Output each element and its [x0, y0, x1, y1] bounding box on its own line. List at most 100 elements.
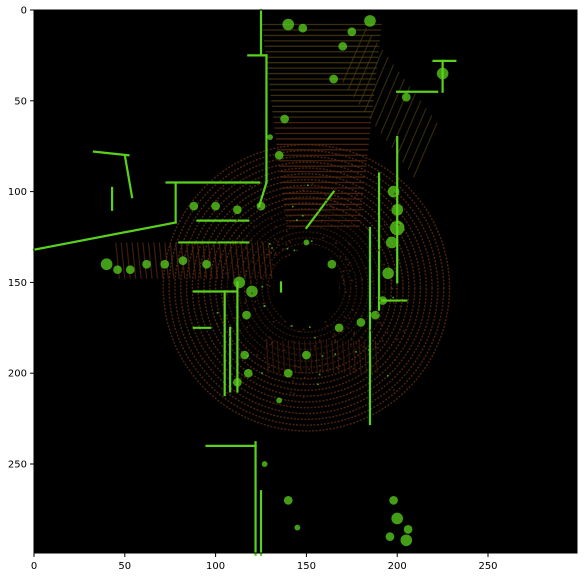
lidar-point [263, 357, 266, 359]
ground-ring [174, 155, 439, 421]
lidar-point [355, 342, 358, 345]
object-cluster [436, 67, 449, 80]
lidar-point [348, 243, 351, 245]
lidar-point [392, 301, 395, 304]
lidar-point [216, 241, 218, 243]
lidar-point [245, 247, 248, 250]
ground-scanline [309, 340, 313, 374]
lidar-point [228, 335, 230, 338]
lidar-point [318, 364, 321, 367]
object-cluster [283, 368, 293, 378]
lidar-point [284, 320, 286, 323]
lidar-point [261, 372, 263, 374]
ground-scanline [191, 242, 197, 279]
lidar-point [289, 241, 292, 244]
lidar-point [288, 239, 291, 242]
lidar-point [352, 309, 354, 311]
lidar-point [364, 217, 367, 220]
lidar-point [298, 330, 301, 333]
lidar-point [342, 270, 345, 272]
lidar-point [242, 260, 245, 263]
lidar-point [392, 389, 395, 391]
object-cluster [329, 74, 339, 84]
lidar-point [348, 261, 351, 264]
lidar-point [350, 338, 353, 341]
lidar-point [318, 339, 321, 342]
lidar-point [351, 279, 353, 282]
lidar-point [268, 366, 270, 369]
object-cluster [280, 114, 289, 124]
lidar-point [247, 354, 249, 357]
lidar-point [302, 396, 305, 398]
lidar-point [266, 253, 268, 256]
lidar-point [270, 342, 273, 345]
lidar-point [216, 200, 219, 202]
lidar-point [313, 345, 316, 348]
lidar-point [374, 346, 377, 349]
lidar-point [353, 331, 356, 334]
ground-ring [255, 237, 358, 339]
lidar-point [399, 222, 401, 225]
object-cluster [246, 285, 258, 298]
x-tick-label: 100 [206, 561, 225, 572]
ground-scanline [369, 64, 395, 120]
lidar-point [249, 185, 251, 187]
object-cluster [364, 15, 376, 27]
lidar-point [317, 383, 319, 386]
lidar-point [292, 205, 294, 208]
lidar-point [304, 376, 306, 379]
lidar-point [254, 308, 257, 311]
lidar-point [236, 219, 239, 221]
object-cluster [160, 259, 170, 269]
lidar-point [245, 270, 247, 273]
lidar-point [240, 377, 242, 380]
lidar-point [225, 272, 228, 275]
lidar-point [296, 219, 298, 221]
lidar-point [377, 312, 379, 315]
lidar-point [289, 325, 292, 327]
object-cluster [242, 310, 251, 320]
ground-scanline [374, 340, 378, 374]
lidar-point [387, 374, 389, 377]
object-cluster [389, 220, 405, 236]
lidar-point [349, 269, 351, 272]
lidar-point [355, 194, 358, 197]
lidar-point [352, 367, 355, 370]
ground-scanline [380, 78, 406, 134]
lidar-point [391, 206, 394, 209]
lidar-point [268, 250, 271, 253]
lidar-point [361, 337, 363, 339]
object-cluster [276, 397, 283, 404]
lidar-point [325, 362, 327, 365]
lidar-point [225, 293, 228, 296]
object-cluster [401, 92, 411, 102]
ground-scanline [229, 242, 235, 279]
lidar-point [250, 281, 252, 283]
lidar-point [254, 300, 257, 303]
lidar-point [222, 187, 225, 190]
lidar-point [245, 291, 247, 293]
ground-scanline [363, 56, 389, 112]
lidar-point [263, 257, 266, 259]
object-cluster [389, 495, 398, 505]
ground-scanline [342, 27, 367, 83]
ground-scanline [256, 242, 262, 279]
ground-scanline [218, 242, 224, 279]
lidar-point [396, 338, 398, 341]
object-cluster [189, 201, 199, 211]
lidar-point [308, 368, 310, 371]
lidar-point [395, 287, 398, 290]
ground-scanline [363, 340, 367, 374]
lidar-point [302, 189, 304, 192]
ground-scanline [353, 42, 378, 98]
lidar-point [277, 243, 279, 246]
y-tick-label: 50 [14, 96, 27, 107]
lidar-point [241, 239, 244, 241]
object-cluster [382, 267, 394, 280]
lidar-point [231, 343, 233, 346]
object-cluster [391, 512, 404, 525]
ground-ring [162, 144, 451, 432]
lidar-point [398, 223, 400, 226]
ground-scanline [374, 71, 400, 127]
object-cluster [371, 310, 380, 320]
